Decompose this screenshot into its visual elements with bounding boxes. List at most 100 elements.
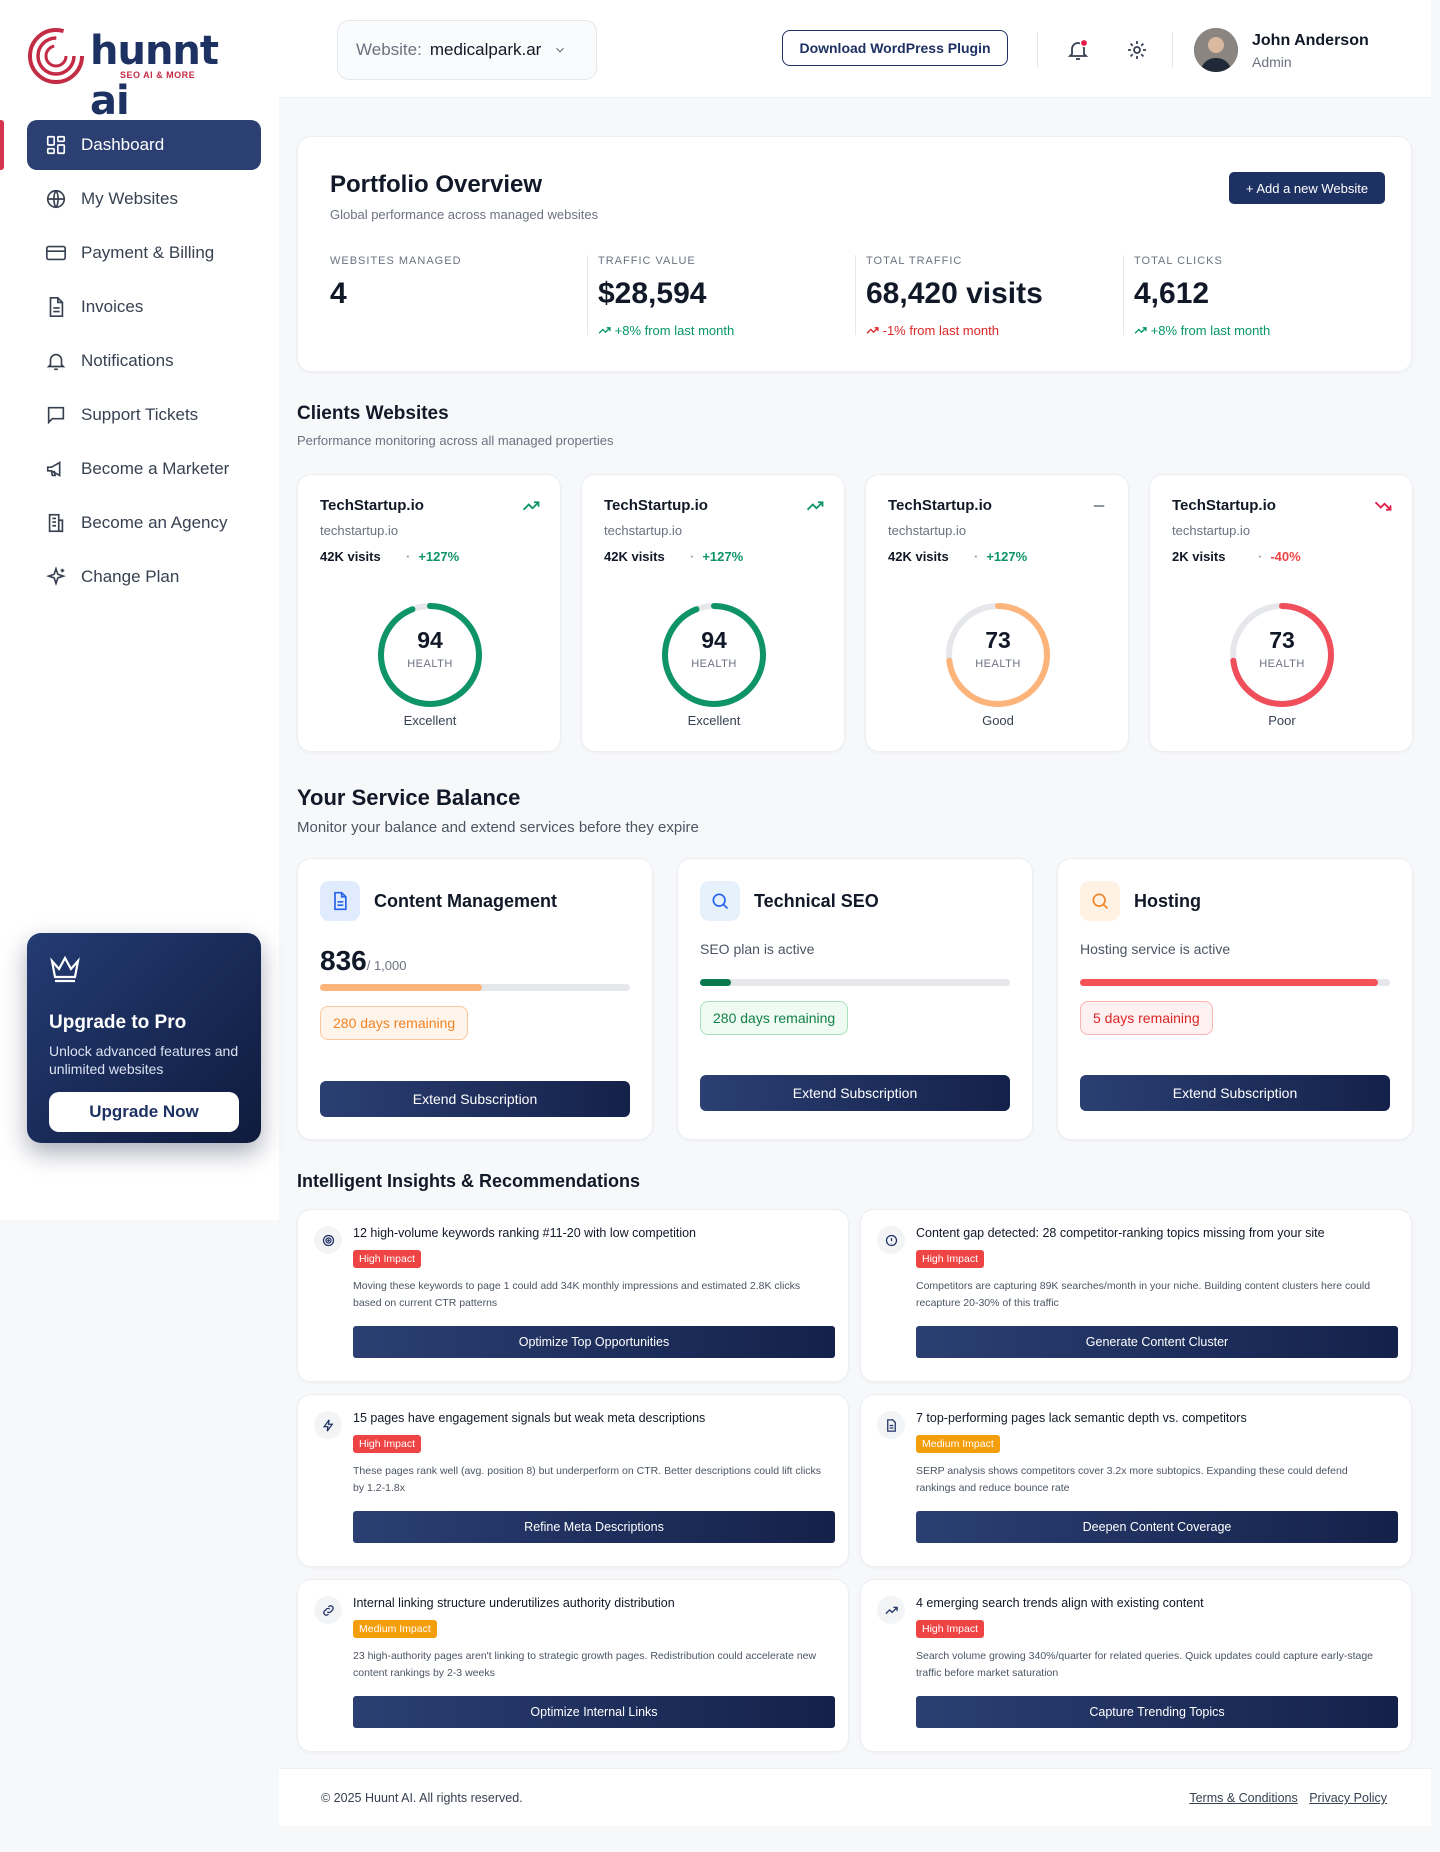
sidebar-item-label: Become a Marketer [81, 459, 230, 478]
divider [855, 255, 856, 335]
crown-icon [50, 955, 80, 983]
upgrade-now-button[interactable]: Upgrade Now [49, 1092, 239, 1132]
user-name: John Anderson [1252, 32, 1369, 49]
chevron-down-icon [556, 47, 565, 53]
health-label: HEALTH [975, 658, 1021, 670]
health-gauge-arc [662, 603, 766, 707]
website-card[interactable]: TechStartup.io techstartup.io 42K visits · +… [865, 474, 1129, 752]
website-change: · +127% [406, 549, 460, 564]
insight-title: 15 pages have engagement signals but wea… [353, 1411, 706, 1425]
sidebar-item-payment-billing[interactable]: Payment & Billing [27, 228, 261, 278]
insight-action-button[interactable]: Deepen Content Coverage [916, 1511, 1398, 1543]
copyright: © 2025 Huunt AI. All rights reserved. [321, 1791, 523, 1805]
service-card-hosting: Hosting Hosting service is active 5 days… [1057, 858, 1413, 1140]
extend-subscription-button[interactable]: Extend Subscription [700, 1075, 1010, 1111]
trend-up-icon [598, 327, 611, 334]
insight-description: SERP analysis shows competitors cover 3.… [916, 1465, 1348, 1494]
trend-up-icon [1134, 327, 1147, 334]
days-remaining-badge: 5 days remaining [1080, 1001, 1213, 1035]
health-score: 94 [417, 627, 443, 653]
sidebar-item-dashboard[interactable]: Dashboard [0, 120, 261, 170]
brand-logo[interactable]: hunnt ai SEO AI & MORE [26, 26, 266, 124]
upgrade-card: Upgrade to Pro Unlock advanced features … [27, 933, 261, 1143]
website-domain: techstartup.io [320, 523, 399, 538]
footer: © 2025 Huunt AI. All rights reserved. Te… [279, 1768, 1431, 1826]
link-icon [322, 1604, 334, 1616]
sidebar-item-become-agency[interactable]: Become an Agency [27, 498, 261, 548]
sidebar-item-label: Invoices [81, 297, 144, 316]
website-card[interactable]: TechStartup.io techstartup.io 42K visits · +… [297, 474, 561, 752]
website-domain: techstartup.io [1172, 523, 1251, 538]
impact-badge: Medium Impact [916, 1435, 1000, 1453]
health-gauge [378, 603, 482, 707]
sidebar-item-become-marketer[interactable]: Become a Marketer [27, 444, 261, 494]
health-score: 73 [985, 627, 1011, 653]
user-avatar-icon [1194, 28, 1238, 72]
credit-card-icon [46, 245, 66, 261]
service-progress-fill [700, 979, 731, 986]
website-change: · +127% [690, 549, 744, 564]
insight-action-button[interactable]: Capture Trending Topics [916, 1696, 1398, 1728]
document-icon [49, 297, 64, 317]
insight-card: 4 emerging search trends align with exis… [860, 1579, 1412, 1752]
search-icon [712, 893, 729, 910]
impact-badge: High Impact [916, 1620, 985, 1638]
insight-icon-box [877, 1411, 905, 1439]
insight-description: 23 high-authority pages aren't linking t… [353, 1650, 817, 1679]
health-label: HEALTH [691, 658, 737, 670]
balance-title: Your Service Balance [297, 785, 521, 810]
insight-card: 12 high-volume keywords ranking #11-20 w… [297, 1209, 849, 1382]
health-status: Excellent [403, 713, 457, 728]
website-domain: techstartup.io [888, 523, 967, 538]
insight-icon-box [314, 1596, 342, 1624]
dashboard-icon [46, 135, 66, 155]
insight-title: Content gap detected: 28 competitor-rank… [916, 1226, 1325, 1240]
sidebar-item-my-websites[interactable]: My Websites [27, 174, 261, 224]
health-label: HEALTH [407, 658, 453, 670]
service-title: Hosting [1134, 891, 1201, 911]
document-icon [886, 1418, 896, 1432]
sidebar-item-label: Become an Agency [81, 513, 228, 532]
service-progress-bar [1080, 979, 1390, 986]
sidebar-item-label: Support Tickets [81, 405, 199, 424]
download-plugin-button[interactable]: Download WordPress Plugin [782, 30, 1008, 66]
divider [1123, 255, 1124, 335]
insight-action-button[interactable]: Optimize Internal Links [353, 1696, 835, 1728]
health-label: HEALTH [1259, 658, 1305, 670]
extend-subscription-button[interactable]: Extend Subscription [320, 1081, 630, 1117]
insight-description: Search volume growing 340%/quarter for r… [916, 1650, 1374, 1679]
terms-link[interactable]: Terms & Conditions [1189, 1791, 1298, 1805]
sidebar-item-notifications[interactable]: Notifications [27, 336, 261, 386]
sidebar-item-change-plan[interactable]: Change Plan [27, 552, 261, 602]
sidebar-item-support-tickets[interactable]: Support Tickets [27, 390, 261, 440]
insight-action-button[interactable]: Generate Content Cluster [916, 1326, 1398, 1358]
insight-card: 15 pages have engagement signals but wea… [297, 1394, 849, 1567]
brand-tagline: SEO AI & MORE [120, 70, 196, 80]
website-card[interactable]: TechStartup.io techstartup.io 42K visits · +… [581, 474, 845, 752]
website-selector[interactable]: Website: medicalpark.ar [337, 20, 597, 80]
website-visits: 42K visits [888, 549, 949, 564]
privacy-link[interactable]: Privacy Policy [1309, 1791, 1387, 1805]
extend-subscription-button[interactable]: Extend Subscription [1080, 1075, 1390, 1111]
insight-icon-box [877, 1596, 905, 1624]
website-card[interactable]: TechStartup.io techstartup.io 2K visits · -4… [1149, 474, 1413, 752]
service-status: Hosting service is active [1080, 941, 1231, 957]
stat-total-traffic: TOTAL TRAFFIC 68,420 visits -1% from las… [866, 255, 1116, 338]
bolt-icon [322, 1419, 333, 1431]
website-name: TechStartup.io [1172, 497, 1276, 514]
insight-action-button[interactable]: Optimize Top Opportunities [353, 1326, 835, 1358]
health-status: Good [982, 713, 1014, 728]
trend-down-icon [1374, 501, 1392, 511]
gear-icon[interactable] [1125, 38, 1149, 62]
brand-name: hunnt ai [90, 28, 219, 124]
notification-bell-icon[interactable] [1066, 38, 1090, 62]
insight-action-button[interactable]: Refine Meta Descriptions [353, 1511, 835, 1543]
service-progress-fill [1080, 979, 1378, 986]
insight-icon-box [314, 1226, 342, 1254]
avatar[interactable] [1194, 28, 1238, 72]
health-gauge-arc [378, 603, 482, 707]
impact-badge: High Impact [353, 1250, 422, 1268]
service-progress-fill [320, 984, 483, 991]
add-website-button[interactable]: + Add a new Website [1229, 172, 1385, 204]
sidebar-item-invoices[interactable]: Invoices [27, 282, 261, 332]
